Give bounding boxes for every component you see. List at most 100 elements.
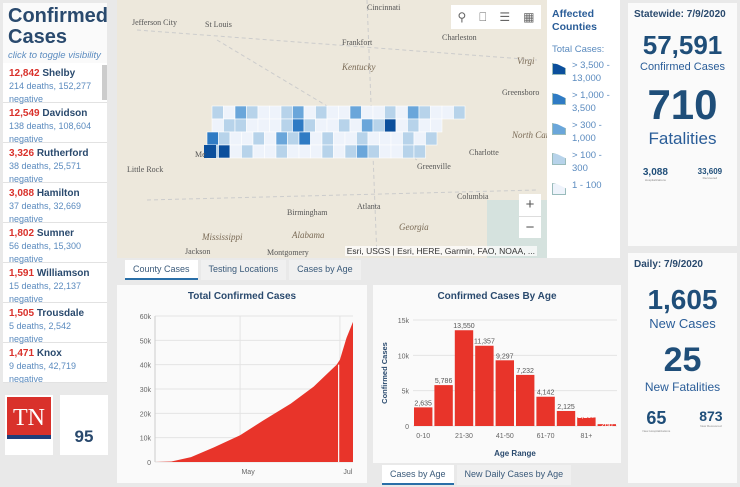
county-shape[interactable] — [234, 105, 247, 120]
county-shape[interactable] — [275, 144, 288, 159]
county-shape[interactable] — [384, 118, 397, 133]
county-shape[interactable] — [356, 144, 369, 159]
county-shape[interactable] — [264, 131, 277, 146]
county-shape[interactable] — [229, 144, 242, 159]
age-bar[interactable] — [597, 424, 616, 426]
county-shape[interactable] — [252, 144, 265, 159]
county-item[interactable]: 3,088 Hamilton 37 deaths, 32,669 negative — [3, 183, 107, 224]
county-list[interactable]: 12,842 Shelby 214 deaths, 152,277 negativ… — [3, 63, 107, 383]
county-shape[interactable] — [407, 105, 420, 120]
county-shape[interactable] — [402, 144, 415, 159]
county-shape[interactable] — [204, 145, 216, 158]
county-shape[interactable] — [372, 118, 385, 133]
county-shape[interactable] — [361, 118, 374, 133]
county-shape[interactable] — [395, 118, 408, 133]
county-item[interactable]: 12,842 Shelby 214 deaths, 152,277 negativ… — [3, 63, 107, 104]
county-shape[interactable] — [430, 105, 443, 120]
county-shape[interactable] — [321, 131, 334, 146]
county-shape[interactable] — [413, 131, 426, 146]
age-bar[interactable] — [556, 410, 576, 426]
county-shape[interactable] — [384, 105, 397, 120]
county-shape[interactable] — [390, 131, 403, 146]
age-bar[interactable] — [536, 396, 555, 426]
zoom-out-button[interactable]: − — [519, 216, 541, 238]
county-shape[interactable] — [315, 118, 328, 133]
county-shape[interactable] — [321, 144, 334, 159]
county-shape[interactable] — [257, 105, 270, 120]
county-shape[interactable] — [390, 144, 403, 159]
county-shape[interactable] — [344, 144, 357, 159]
county-shape[interactable] — [218, 144, 231, 159]
county-shape[interactable] — [211, 105, 224, 120]
county-shape[interactable] — [229, 131, 242, 146]
county-shape[interactable] — [402, 131, 415, 146]
county-shape[interactable] — [275, 131, 288, 146]
county-shape[interactable] — [206, 131, 219, 146]
county-item[interactable]: 1,591 Williamson 15 deaths, 22,137 negati… — [3, 263, 107, 304]
county-shape[interactable] — [333, 131, 346, 146]
county-shape[interactable] — [241, 131, 254, 146]
county-shape[interactable] — [292, 118, 305, 133]
age-bar[interactable] — [414, 407, 433, 426]
zoom-in-button[interactable]: + — [525, 196, 535, 213]
search-icon[interactable]: ⚲ — [457, 10, 467, 24]
county-shape[interactable] — [287, 144, 300, 159]
county-shape[interactable] — [234, 118, 247, 133]
age-bar[interactable] — [434, 385, 453, 426]
county-shape[interactable] — [257, 118, 270, 133]
county-shape[interactable] — [211, 118, 224, 133]
bookmark-icon[interactable]: ⎕ — [479, 9, 487, 24]
county-shape[interactable] — [430, 118, 443, 133]
county-shape[interactable] — [298, 131, 311, 146]
county-item[interactable]: 1,802 Sumner 56 deaths, 15,300 negative — [3, 223, 107, 264]
tab-new-daily-cases-by-age[interactable]: New Daily Cases by Age — [456, 465, 572, 485]
age-bar[interactable] — [516, 374, 535, 426]
county-shape[interactable] — [241, 144, 254, 159]
county-shape[interactable] — [453, 105, 466, 120]
tab-cases-by-age[interactable]: Cases by Age — [382, 465, 454, 485]
scrollbar[interactable] — [102, 65, 107, 100]
county-shape[interactable] — [413, 144, 426, 159]
county-shape[interactable] — [218, 131, 231, 146]
county-shape[interactable] — [407, 118, 420, 133]
county-shape[interactable] — [280, 105, 293, 120]
county-shape[interactable] — [379, 144, 392, 159]
county-shape[interactable] — [303, 105, 316, 120]
county-shape[interactable] — [292, 105, 305, 120]
county-shape[interactable] — [441, 105, 454, 120]
county-shape[interactable] — [287, 131, 300, 146]
county-item[interactable]: 12,549 Davidson 138 deaths, 108,604 negat… — [3, 103, 107, 144]
county-shape[interactable] — [264, 144, 277, 159]
county-shape[interactable] — [223, 105, 236, 120]
map[interactable]: Jefferson City St Louis Cincinnati Frankfor… — [117, 0, 547, 258]
county-shape[interactable] — [356, 131, 369, 146]
county-shape[interactable] — [310, 144, 323, 159]
county-shape[interactable] — [246, 105, 259, 120]
county-shape[interactable] — [367, 144, 380, 159]
layer-list-icon[interactable]: ☰ — [499, 10, 511, 24]
county-shape[interactable] — [333, 144, 346, 159]
county-shape[interactable] — [338, 118, 351, 133]
county-shape[interactable] — [372, 105, 385, 120]
county-shape[interactable] — [425, 131, 438, 146]
county-shape[interactable] — [349, 105, 362, 120]
county-shape[interactable] — [367, 131, 380, 146]
age-bar[interactable] — [475, 345, 494, 426]
map-attribution[interactable]: Esri, USGS | Esri, HERE, Garmin, FAO, NO… — [344, 246, 537, 256]
county-shape[interactable] — [310, 131, 323, 146]
county-item[interactable]: 3,326 Rutherford 38 deaths, 25,571 negati… — [3, 143, 107, 184]
tab-county-cases[interactable]: County Cases — [125, 260, 198, 280]
county-shape[interactable] — [252, 131, 265, 146]
county-shape[interactable] — [246, 118, 259, 133]
county-shape[interactable] — [269, 118, 282, 133]
county-shape[interactable] — [280, 118, 293, 133]
age-bar[interactable] — [454, 330, 474, 426]
county-shape[interactable] — [269, 105, 282, 120]
county-shape[interactable] — [223, 118, 236, 133]
county-shape[interactable] — [361, 105, 374, 120]
county-shape[interactable] — [344, 131, 357, 146]
county-item[interactable]: 1,505 Trousdale 5 deaths, 2,542 negative — [3, 303, 107, 344]
tab-cases-by-age[interactable]: Cases by Age — [289, 260, 361, 280]
age-bar[interactable] — [577, 417, 596, 426]
county-shape[interactable] — [315, 105, 328, 120]
